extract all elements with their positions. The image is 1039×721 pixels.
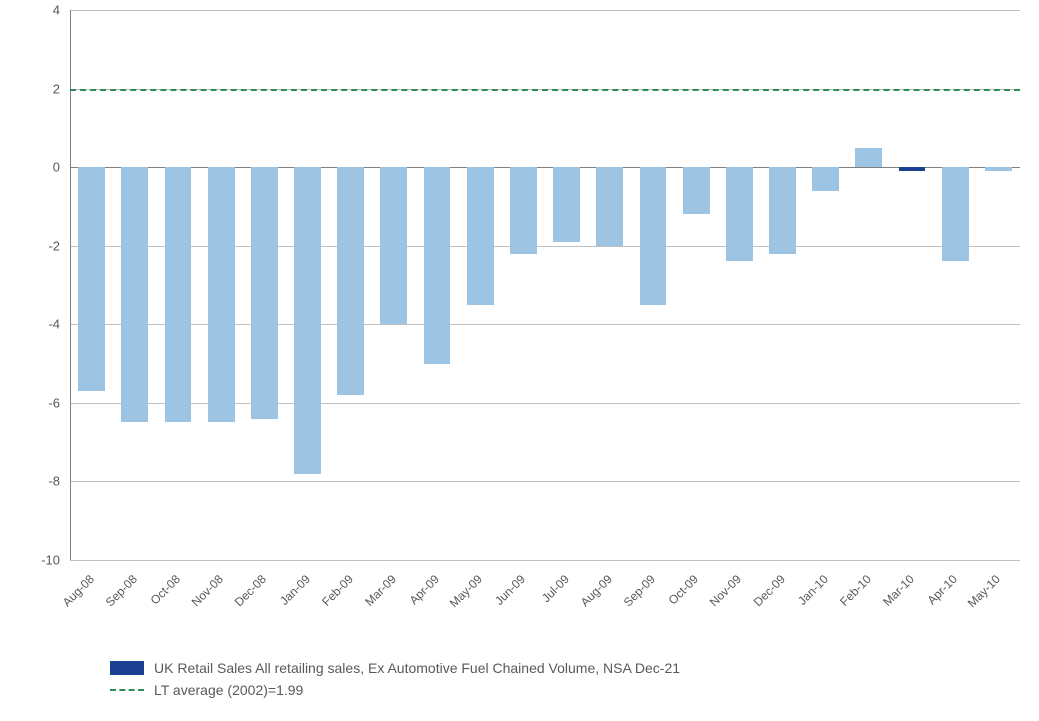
xtick-label: Nov-09 xyxy=(664,572,745,653)
bar xyxy=(899,167,926,171)
bar xyxy=(294,167,321,473)
ytick-label: 4 xyxy=(0,3,60,18)
legend-label-line: LT average (2002)=1.99 xyxy=(154,682,303,698)
ytick-label: -8 xyxy=(0,474,60,489)
bar xyxy=(510,167,537,253)
xtick-label: Mar-09 xyxy=(318,572,399,653)
ytick-label: 0 xyxy=(0,160,60,175)
legend-swatch-line xyxy=(110,689,144,691)
ytick-label: 2 xyxy=(0,81,60,96)
xtick-label: Sep-08 xyxy=(59,572,140,653)
xtick-label: Sep-09 xyxy=(577,572,658,653)
grid-line xyxy=(70,560,1020,561)
xtick-label: May-10 xyxy=(923,572,1004,653)
xtick-label: Jun-09 xyxy=(448,572,529,653)
xtick-label: Oct-08 xyxy=(102,572,183,653)
xtick-label: Apr-09 xyxy=(361,572,442,653)
legend-item-line: LT average (2002)=1.99 xyxy=(110,682,680,698)
y-axis-line xyxy=(70,10,71,560)
bar xyxy=(769,167,796,253)
xtick-label: Jan-10 xyxy=(750,572,831,653)
bar xyxy=(855,148,882,168)
bar xyxy=(467,167,494,305)
xtick-label: May-09 xyxy=(405,572,486,653)
lt-average-line xyxy=(70,89,1020,91)
ytick-label: -10 xyxy=(0,553,60,568)
xtick-label: Nov-08 xyxy=(145,572,226,653)
grid-line xyxy=(70,10,1020,11)
xtick-label: Feb-10 xyxy=(793,572,874,653)
ytick-label: -2 xyxy=(0,238,60,253)
xtick-label: Apr-10 xyxy=(880,572,961,653)
grid-line xyxy=(70,481,1020,482)
bar xyxy=(640,167,667,305)
bar xyxy=(812,167,839,191)
xtick-label: Dec-09 xyxy=(707,572,788,653)
xtick-label: Feb-09 xyxy=(275,572,356,653)
bar xyxy=(985,167,1012,171)
bar xyxy=(165,167,192,422)
xtick-label: Aug-09 xyxy=(534,572,615,653)
xtick-label: Aug-08 xyxy=(16,572,97,653)
bar xyxy=(380,167,407,324)
bar xyxy=(337,167,364,395)
bar xyxy=(596,167,623,246)
legend-item-bar: UK Retail Sales All retailing sales, Ex … xyxy=(110,660,680,676)
legend: UK Retail Sales All retailing sales, Ex … xyxy=(110,660,680,704)
bar xyxy=(121,167,148,422)
xtick-label: Jan-09 xyxy=(232,572,313,653)
bar xyxy=(726,167,753,261)
plot-area xyxy=(70,10,1020,560)
xtick-label: Jul-09 xyxy=(491,572,572,653)
ytick-label: -6 xyxy=(0,395,60,410)
legend-swatch-bar xyxy=(110,661,144,675)
bar xyxy=(553,167,580,242)
xtick-label: Oct-09 xyxy=(620,572,701,653)
bar xyxy=(424,167,451,363)
legend-label-bar: UK Retail Sales All retailing sales, Ex … xyxy=(154,660,680,676)
bar xyxy=(208,167,235,422)
bar xyxy=(942,167,969,261)
bar xyxy=(78,167,105,391)
bar xyxy=(683,167,710,214)
bar xyxy=(251,167,278,418)
xtick-label: Mar-10 xyxy=(836,572,917,653)
chart-root: 420-2-4-6-8-10 Aug-08Sep-08Oct-08Nov-08D… xyxy=(0,0,1039,721)
xtick-label: Dec-08 xyxy=(189,572,270,653)
ytick-label: -4 xyxy=(0,317,60,332)
